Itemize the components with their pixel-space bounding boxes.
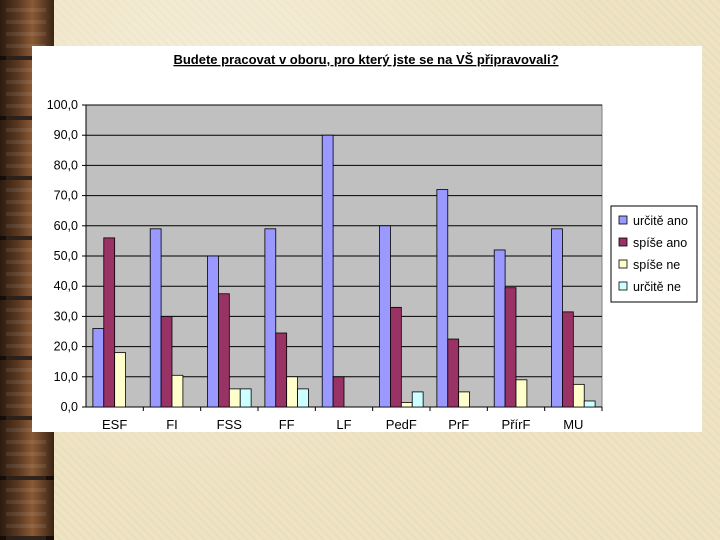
- bar-FSS-1: [218, 293, 230, 408]
- bar-LF-0: [321, 134, 334, 408]
- y-tick-label: 40,0: [54, 279, 78, 293]
- x-tick-label: PedF: [386, 417, 417, 432]
- bar-LF-1: [332, 376, 345, 408]
- bar-ESF-1: [103, 237, 116, 408]
- bar-PedF-1: [390, 306, 402, 408]
- bar-PrF-0: [436, 189, 449, 408]
- y-tick-label: 10,0: [54, 370, 78, 384]
- x-tick-label: ESF: [102, 417, 127, 432]
- legend-label: spíše ne: [633, 258, 680, 272]
- bar-MU-2: [572, 383, 585, 408]
- bar-FF-1: [275, 332, 288, 408]
- bar-FSS-0: [207, 255, 219, 408]
- legend-label: určitě ano: [633, 214, 688, 228]
- legend-label: spíše ano: [633, 236, 687, 250]
- legend-swatch: [618, 281, 628, 291]
- bar-FF-3: [297, 388, 309, 408]
- x-tick-label: FSS: [217, 417, 243, 432]
- y-tick-label: 30,0: [54, 309, 78, 323]
- bar-FI-1: [160, 315, 173, 408]
- legend-swatch: [618, 259, 628, 269]
- bar-FSS-3: [239, 388, 252, 408]
- y-tick-label: 60,0: [54, 219, 78, 233]
- legend-swatch: [618, 237, 628, 247]
- x-tick-label: LF: [336, 417, 351, 432]
- legend-label: určitě ne: [633, 280, 681, 294]
- y-tick-label: 100,0: [47, 98, 78, 112]
- bar-PřírF-0: [493, 249, 506, 408]
- bar-PrF-2: [458, 391, 470, 408]
- bar-ESF-0: [92, 328, 105, 408]
- bar-FSS-2: [228, 388, 241, 408]
- bar-MU-1: [562, 311, 574, 408]
- bar-FI-2: [171, 374, 184, 408]
- y-tick-label: 80,0: [54, 158, 78, 172]
- bar-PřírF-1: [504, 287, 517, 408]
- legend-swatch: [618, 215, 628, 225]
- x-tick-label: FI: [166, 417, 178, 432]
- bar-PedF-0: [379, 225, 391, 408]
- bar-MU-0: [551, 228, 563, 408]
- y-tick-label: 20,0: [54, 340, 78, 354]
- bar-FF-0: [264, 228, 277, 408]
- bar-PřírF-2: [515, 379, 528, 408]
- x-tick-label: FF: [279, 417, 295, 432]
- bar-FI-0: [149, 228, 162, 408]
- bar-MU-3: [583, 400, 596, 408]
- x-tick-label: PřírF: [502, 417, 531, 432]
- x-tick-label: MU: [563, 417, 583, 432]
- bar-FF-2: [286, 376, 298, 408]
- y-tick-label: 90,0: [54, 128, 78, 142]
- bar-PedF-2: [400, 402, 413, 408]
- y-tick-label: 70,0: [54, 189, 78, 203]
- bar-PrF-1: [447, 338, 460, 408]
- y-tick-label: 50,0: [54, 249, 78, 263]
- bar-PedF-3: [411, 391, 424, 408]
- chart-title: Budete pracovat v oboru, pro který jste …: [173, 52, 558, 67]
- bar-ESF-2: [114, 352, 126, 408]
- y-tick-label: 0,0: [61, 400, 78, 414]
- x-tick-label: PrF: [448, 417, 469, 432]
